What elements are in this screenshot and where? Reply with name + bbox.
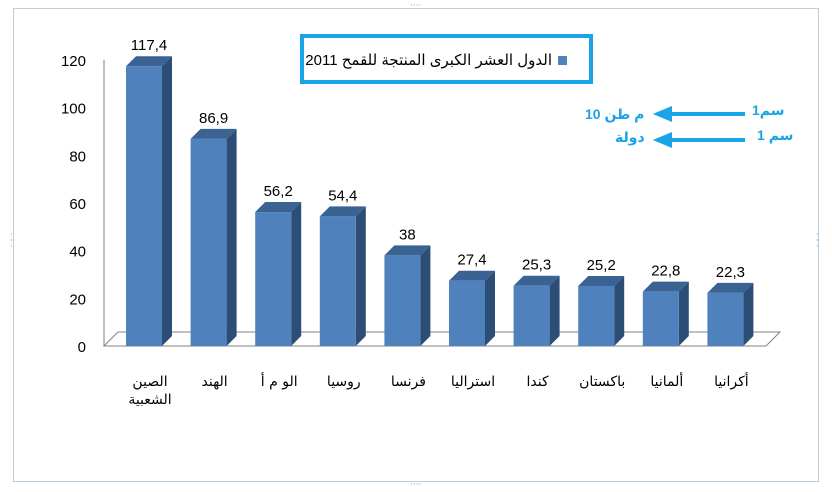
bar-top (255, 202, 302, 213)
y-tick-label: 120 (61, 53, 86, 70)
bar-top (126, 56, 172, 67)
data-label: 22,8 (651, 263, 680, 280)
data-label: 38 (399, 226, 416, 243)
bar (449, 280, 485, 346)
legend: الدول العشر الكبرى المنتجة للقمح 2011 (300, 34, 593, 84)
resize-handle-top[interactable]: ···· (410, 1, 422, 11)
bar-side (485, 270, 495, 346)
x-tick-label: روسيا (327, 374, 361, 390)
legend-label: الدول العشر الكبرى المنتجة للقمح 2011 (305, 52, 552, 69)
bar (255, 212, 292, 346)
legend-swatch (558, 55, 567, 65)
scale-note-country-cm: 1 سم (757, 127, 794, 143)
x-tick-label-line2: الشعبية (128, 392, 171, 408)
bar-top (642, 281, 689, 292)
x-tick-label: استراليا (451, 374, 495, 390)
bar-side (743, 282, 754, 346)
y-tick-label: 80 (69, 148, 86, 165)
y-tick-label: 100 (61, 101, 86, 118)
bar-side (614, 275, 625, 346)
bar-side (549, 275, 560, 346)
y-tick-label: 0 (78, 339, 86, 356)
bar (642, 291, 679, 346)
x-tick-label: فرنسا (391, 374, 426, 390)
y-tick-label: 60 (69, 196, 86, 213)
y-tick-label: 20 (69, 291, 86, 308)
bar-top (449, 270, 495, 281)
bar (190, 138, 227, 346)
x-tick-label: الو م أ (261, 372, 298, 390)
data-label: 54,4 (328, 187, 357, 204)
data-label: 25,3 (522, 257, 551, 274)
bar-top (384, 245, 431, 256)
bar-top (190, 128, 237, 139)
bar-side (226, 128, 237, 346)
bar-top (578, 275, 625, 286)
bar-side (291, 202, 302, 346)
bar (126, 66, 162, 347)
bar (384, 255, 421, 346)
y-tick-label: 40 (69, 244, 86, 261)
bar (513, 285, 550, 346)
chart-frame (13, 8, 819, 482)
bar-side (162, 56, 172, 347)
x-tick-label: ألمانيا (650, 372, 683, 390)
data-label: 56,2 (264, 183, 293, 200)
bar-side (355, 206, 366, 346)
x-tick-label: الهند (202, 374, 228, 390)
scale-note-country: دولة (615, 129, 645, 145)
data-label: 117,4 (131, 37, 167, 54)
bar-top (707, 282, 754, 293)
resize-handle-bottom[interactable]: ···· (410, 480, 422, 490)
x-tick-label: كندا (527, 374, 549, 390)
bar-top (513, 275, 560, 286)
bar (707, 292, 744, 346)
data-label: 25,2 (587, 257, 616, 274)
data-label: 27,4 (457, 252, 486, 269)
data-label: 86,9 (199, 110, 228, 127)
x-tick-label: الصين (132, 374, 167, 390)
bar (319, 216, 356, 346)
bar-side (420, 245, 431, 346)
resize-handle-left[interactable]: · · · (10, 230, 13, 252)
x-tick-label: باكستان (579, 374, 625, 390)
resize-handle-right[interactable]: · · · (816, 230, 819, 252)
scale-note-value-cm: 1سم (752, 102, 785, 118)
bar-top (319, 206, 366, 217)
data-label: 22,3 (716, 264, 745, 281)
x-tick-label: أكرانيا (714, 372, 749, 390)
bar (578, 285, 615, 346)
bar-side (678, 281, 689, 346)
scale-note-value: 10 م طن (585, 106, 645, 122)
